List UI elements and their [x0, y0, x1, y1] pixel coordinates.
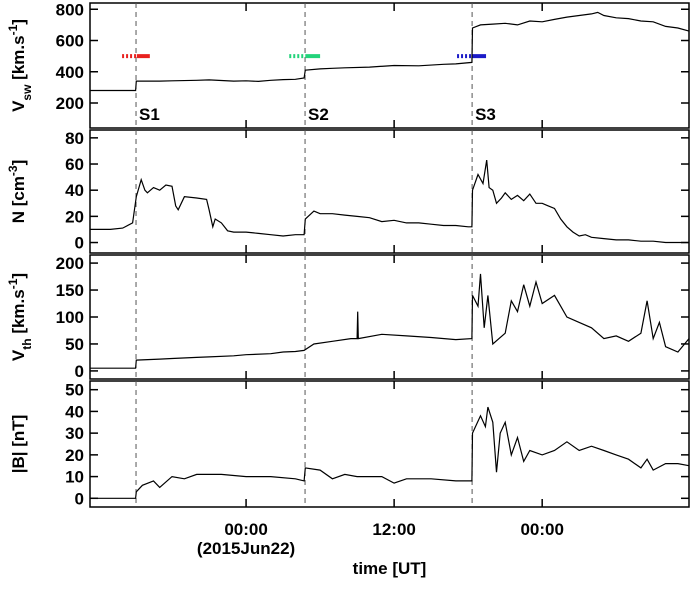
y-tick-label: 80	[65, 129, 84, 148]
y-label-part: ]	[9, 273, 28, 279]
data-line	[90, 273, 690, 369]
y-label-part: V	[9, 349, 28, 361]
y-axis-label: Vsw [km.s-1]	[6, 19, 34, 112]
x-tick-label: 12:00	[372, 520, 415, 539]
y-axis-label: N [cm-3]	[6, 160, 28, 224]
shock-label: S1	[139, 105, 160, 124]
shock-label: S3	[475, 105, 496, 124]
y-tick-label: 0	[75, 362, 84, 381]
y-label-part: [km.s	[9, 35, 28, 84]
y-tick-label: 60	[65, 155, 84, 174]
y-tick-label: 400	[56, 63, 84, 82]
y-label-part: -3	[6, 165, 20, 176]
data-line	[90, 160, 689, 244]
panel-frame	[89, 2, 690, 129]
y-tick-label: 40	[65, 402, 84, 421]
y-label-part: -1	[6, 24, 20, 35]
y-label-part: -1	[6, 278, 20, 289]
y-label-part: sw	[20, 84, 34, 101]
y-label-part: N [cm	[9, 176, 28, 223]
y-label-part: [km.s	[9, 289, 28, 338]
y-tick-label: 100	[56, 308, 84, 327]
data-line	[90, 11, 690, 92]
x-date-label: (2015Jun22)	[197, 539, 295, 558]
panel-frame	[89, 129, 690, 254]
x-tick-label: 00:00	[224, 520, 267, 539]
panel-frame	[89, 254, 690, 380]
y-axis-label: Vth [km.s-1]	[6, 273, 34, 361]
shock-label: S2	[308, 105, 329, 124]
y-label-part: ]	[9, 160, 28, 166]
y-tick-label: 800	[56, 0, 84, 19]
y-axis-label: |B| [nT]	[9, 415, 28, 474]
x-tick-label: 00:00	[520, 520, 563, 539]
y-tick-label: 20	[65, 207, 84, 226]
y-tick-label: 30	[65, 424, 84, 443]
y-tick-label: 40	[65, 181, 84, 200]
panel-frame	[89, 380, 690, 508]
data-line	[90, 406, 690, 499]
y-label-part: V	[9, 100, 28, 112]
y-tick-label: 50	[65, 335, 84, 354]
y-label-part: th	[20, 338, 34, 349]
y-label-part: |B| [nT]	[9, 415, 28, 474]
y-tick-label: 200	[56, 254, 84, 273]
y-label-part: ]	[9, 19, 28, 25]
y-tick-label: 150	[56, 281, 84, 300]
y-tick-label: 10	[65, 468, 84, 487]
y-tick-label: 20	[65, 446, 84, 465]
y-tick-label: 600	[56, 32, 84, 51]
y-tick-label: 200	[56, 94, 84, 113]
x-axis-label: time [UT]	[353, 559, 427, 578]
y-tick-label: 0	[75, 234, 84, 253]
y-tick-label: 0	[75, 489, 84, 508]
y-tick-label: 50	[65, 381, 84, 400]
